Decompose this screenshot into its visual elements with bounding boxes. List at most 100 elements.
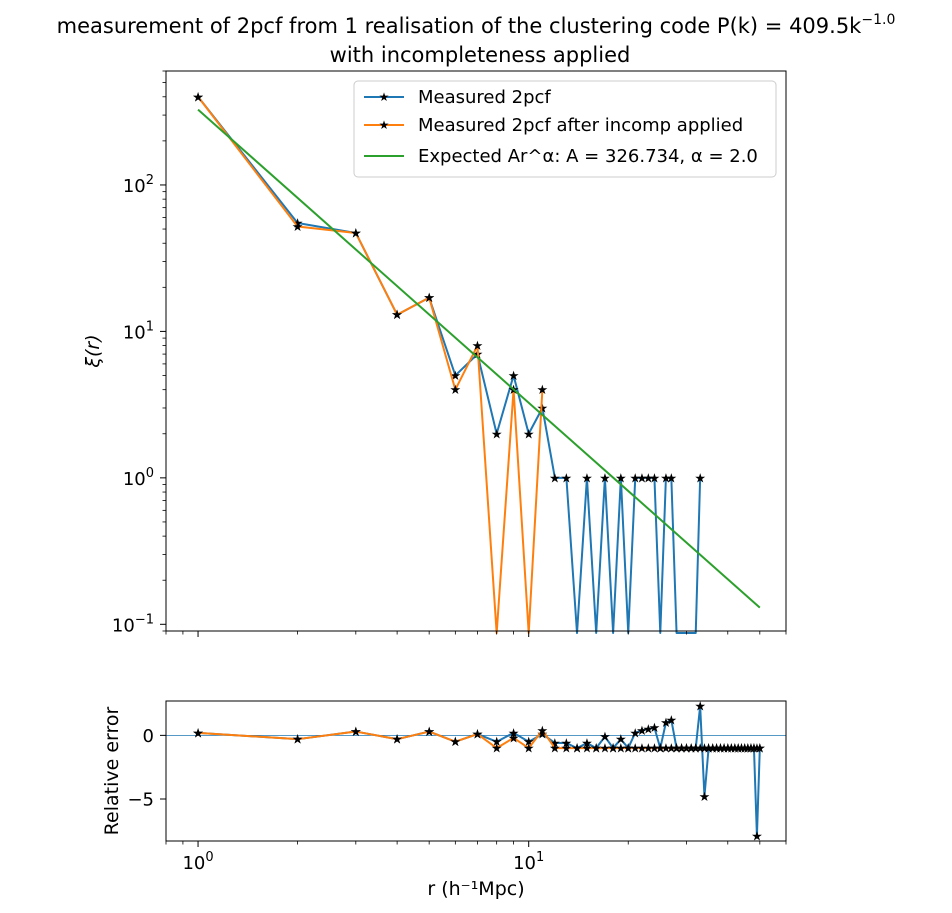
legend-marker-measured: ★	[379, 90, 390, 104]
residual-point-1: ★	[718, 742, 730, 757]
residual-point-0: ★	[718, 742, 730, 757]
residual-point-1: ★	[742, 742, 754, 757]
main-point-0: ★	[537, 401, 549, 416]
residual-y-tick-label: 0	[143, 726, 154, 747]
main-point-1: ★	[472, 339, 484, 354]
residual-point-0: ★	[622, 742, 634, 757]
main-y-axis-label: ξ(r)	[82, 334, 104, 368]
residual-point-1: ★	[472, 728, 484, 743]
main-point-1: ★	[423, 291, 435, 306]
main-plot: ★★★★★★★★★★★★ ★ ★ ★ ★ ★★★★ ★★ ★★★ ★★★★★★ ★ 10−1 100…	[82, 70, 787, 637]
legend-frame	[353, 80, 777, 178]
residual-point-0: ★	[703, 742, 715, 757]
legend-label-expected: Expected Ar^α: A = 326.734, α = 2.0	[418, 146, 758, 167]
main-series-line-1	[197, 96, 544, 634]
main-series-layer: ★★★★★★★★★★★★ ★ ★ ★ ★ ★★★★ ★★ ★★★ ★★★★★★ ★	[192, 90, 761, 634]
residual-point-0: ★	[729, 742, 741, 757]
residual-point-0: ★	[549, 737, 561, 752]
residual-point-0: ★	[671, 742, 683, 757]
residual-point-0: ★	[654, 742, 666, 757]
residual-point-1: ★	[423, 725, 435, 740]
main-point-0: ★	[561, 471, 573, 486]
residual-x-ticks: 100 101	[165, 841, 787, 874]
main-point-0: ★	[660, 471, 672, 486]
residual-point-1: ★	[751, 742, 763, 757]
residual-point-1: ★	[690, 742, 702, 757]
residual-plot-frame	[165, 700, 787, 842]
residual-point-1: ★	[607, 742, 619, 757]
residual-point-0: ★	[722, 742, 734, 757]
residual-point-0: ★	[590, 742, 602, 757]
residual-point-0: ★	[636, 724, 648, 739]
main-point-0: ★	[694, 471, 706, 486]
residual-point-0: ★	[748, 742, 760, 757]
residual-point-1: ★	[671, 742, 683, 757]
residual-point-1: ★	[748, 742, 760, 757]
residual-point-1: ★	[192, 726, 204, 741]
residual-point-1: ★	[523, 742, 535, 757]
main-point-0: ★	[491, 427, 503, 442]
residual-point-0: ★	[523, 735, 535, 750]
main-point-0: ★	[599, 471, 611, 486]
main-plot-frame	[165, 70, 787, 632]
main-point-1: ★	[350, 226, 362, 241]
residual-point-1: ★	[711, 742, 723, 757]
residual-point-0: ★	[707, 742, 719, 757]
residual-point-1: ★	[599, 742, 611, 757]
legend-marker-incomp: ★	[379, 118, 390, 132]
residual-point-1: ★	[615, 742, 627, 757]
main-point-0: ★	[629, 471, 641, 486]
main-y-tick-label: 101	[123, 319, 154, 343]
residual-point-1: ★	[681, 742, 693, 757]
residual-point-0: ★	[699, 790, 711, 805]
residual-point-1: ★	[590, 742, 602, 757]
main-point-0: ★	[666, 471, 678, 486]
residual-point-1: ★	[491, 742, 503, 757]
residual-point-0: ★	[581, 737, 593, 752]
residual-point-1: ★	[715, 742, 727, 757]
residual-point-0: ★	[660, 716, 672, 731]
residual-point-1: ★	[649, 742, 661, 757]
main-point-1: ★	[192, 90, 204, 105]
residual-point-1: ★	[537, 724, 549, 739]
main-point-1: ★	[391, 308, 403, 323]
main-y-tick-label: 102	[123, 173, 154, 197]
residual-point-1: ★	[722, 742, 734, 757]
residual-point-1: ★	[391, 733, 403, 748]
residual-point-1: ★	[654, 742, 666, 757]
main-point-0: ★	[636, 471, 648, 486]
main-point-0: ★	[450, 369, 462, 384]
residual-point-0: ★	[742, 742, 754, 757]
residual-point-1: ★	[729, 742, 741, 757]
residual-point-0: ★	[666, 714, 678, 729]
residual-point-1: ★	[694, 742, 706, 757]
residual-point-0: ★	[649, 721, 661, 736]
residual-point-0: ★	[745, 742, 757, 757]
residual-y-tick-label: −5	[127, 790, 154, 811]
main-series-line-0	[197, 96, 702, 634]
residual-point-0: ★	[694, 700, 706, 715]
main-point-0: ★	[615, 471, 627, 486]
residual-point-1: ★	[508, 731, 520, 746]
residual-y-ticks: 0 −5	[127, 726, 166, 811]
main-point-1: ★	[450, 383, 462, 398]
residual-point-1: ★	[736, 742, 748, 757]
residual-point-0: ★	[711, 742, 723, 757]
main-point-0: ★	[642, 471, 654, 486]
residual-point-0: ★	[629, 726, 641, 741]
residual-point-1: ★	[629, 742, 641, 757]
main-point-0: ★	[508, 369, 520, 384]
residual-point-1: ★	[350, 725, 362, 740]
residual-point-1: ★	[581, 742, 593, 757]
residual-x-tick-label: 101	[513, 850, 544, 874]
legend: ★ Measured 2pcf ★ Measured 2pcf after in…	[353, 80, 777, 178]
main-point-0: ★	[549, 471, 561, 486]
main-y-ticks: 10−1 100 101 102	[112, 70, 166, 636]
main-y-tick-label: 100	[123, 466, 154, 490]
residual-point-1: ★	[676, 742, 688, 757]
residual-point-1: ★	[754, 742, 766, 757]
residual-point-0: ★	[642, 723, 654, 738]
residual-point-1: ★	[745, 742, 757, 757]
main-point-1: ★	[537, 383, 549, 398]
